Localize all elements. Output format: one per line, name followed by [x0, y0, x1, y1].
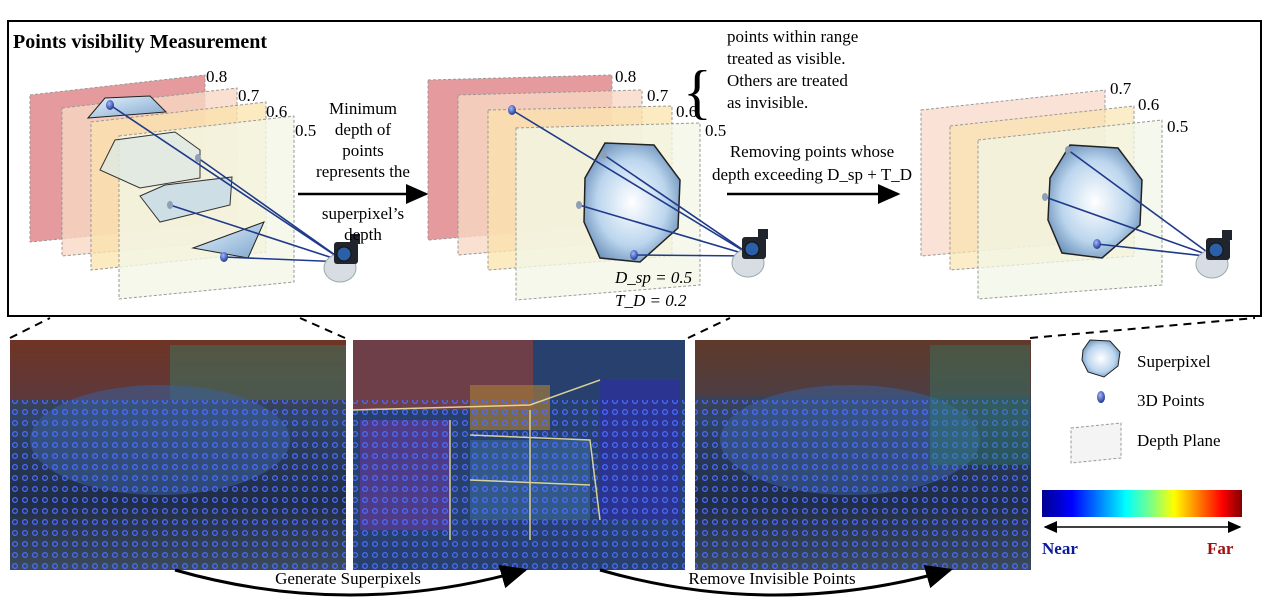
visibility-note: as invisible.: [727, 93, 808, 112]
panel3-points: [1042, 146, 1101, 249]
legend-superpixel-label: Superpixel: [1137, 352, 1211, 371]
visibility-note: Others are treated: [727, 71, 848, 90]
panel3-plane-label: 0.5: [1167, 117, 1188, 136]
zoom-lines: [9, 317, 1256, 339]
panel3-plane-label: 0.6: [1138, 95, 1159, 114]
legend-points-label: 3D Points: [1137, 391, 1205, 410]
panel1-plane-label: 0.8: [206, 67, 227, 86]
superpixel-legend-icon: [1081, 339, 1121, 378]
step1-text: points: [342, 141, 384, 160]
step1-text: superpixel’s: [322, 204, 404, 223]
visibility-note: treated as visible.: [727, 49, 846, 68]
step1-text: represents the: [316, 162, 410, 181]
generate-superpixels-label: Generate Superpixels: [275, 569, 421, 588]
panel2-plane-label: 0.6: [676, 102, 697, 121]
panel2-rays: [511, 109, 753, 257]
superpixel-shape: [583, 142, 681, 263]
remove-invisible-label: Remove Invisible Points: [688, 569, 855, 588]
near-label: Near: [1042, 539, 1078, 558]
step1-text: depth of: [335, 120, 392, 139]
panel1-rays: [109, 104, 346, 263]
visibility-note: points within range: [727, 27, 858, 46]
panel1-superpixel-shapes: [86, 95, 265, 259]
panel3-rays: [1044, 149, 1215, 258]
camera-icon: [731, 229, 768, 278]
panel2-plane-label: 0.5: [705, 121, 726, 140]
dsp-label: D_sp = 0.5: [614, 268, 692, 287]
point-legend-icon: [1097, 391, 1105, 403]
panel1-plane-label: 0.6: [266, 102, 287, 121]
panel1-plane-label: 0.7: [238, 86, 260, 105]
step2-text: depth exceeding D_sp + T_D: [712, 165, 912, 184]
plane-legend-icon: [1070, 422, 1122, 464]
panel-title: Points visibility Measurement: [13, 31, 267, 53]
far-label: Far: [1207, 539, 1234, 558]
image-superpixels: [352, 340, 685, 570]
td-label: T_D = 0.2: [615, 291, 687, 310]
top-panel-frame: [7, 20, 1262, 317]
panel1-points: [106, 100, 228, 262]
step1-text: Minimum: [329, 99, 397, 118]
image-visible-points: [695, 340, 1031, 570]
panel1-plane-label: 0.5: [295, 121, 316, 140]
camera-icon: [1195, 230, 1232, 279]
remove-invisible-arrow: [599, 565, 953, 597]
panel2-plane-label: 0.7: [647, 86, 669, 105]
step2-text: Removing points whose: [730, 142, 894, 161]
superpixel-shape: [1047, 144, 1143, 259]
legend-plane-label: Depth Plane: [1137, 431, 1221, 450]
depth-colorbar: [1042, 490, 1242, 517]
panel2-points: [508, 105, 638, 260]
image-depth-points: [10, 340, 346, 570]
step1-text: depth: [344, 225, 382, 244]
brace-icon: {: [683, 59, 712, 125]
camera-icon: [323, 234, 360, 283]
generate-superpixels-arrow: [174, 565, 528, 597]
panel2-plane-label: 0.8: [615, 67, 636, 86]
panel3-plane-label: 0.7: [1110, 79, 1132, 98]
